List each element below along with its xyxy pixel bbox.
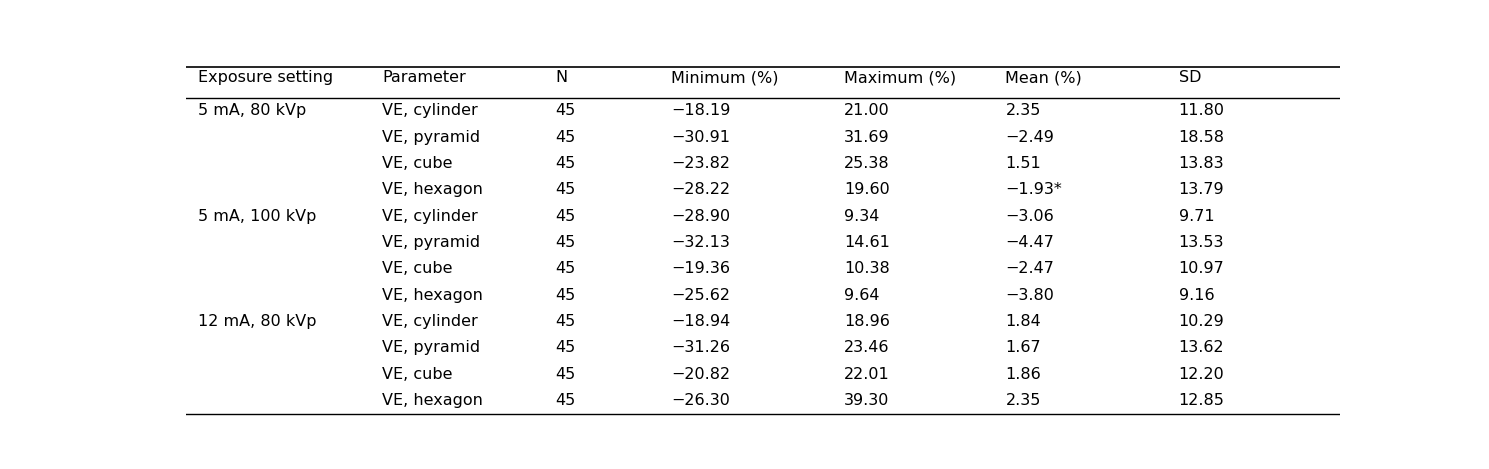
Text: −20.82: −20.82 — [670, 367, 730, 382]
Text: Mean (%): Mean (%) — [1005, 70, 1083, 85]
Text: 31.69: 31.69 — [844, 130, 889, 145]
Text: 12.85: 12.85 — [1179, 393, 1224, 408]
Text: 45: 45 — [555, 235, 576, 250]
Text: 12 mA, 80 kVp: 12 mA, 80 kVp — [198, 314, 316, 329]
Text: 2.35: 2.35 — [1005, 393, 1041, 408]
Text: 13.79: 13.79 — [1179, 182, 1224, 197]
Text: 45: 45 — [555, 156, 576, 171]
Text: VE, pyramid: VE, pyramid — [383, 340, 481, 356]
Text: −1.93*: −1.93* — [1005, 182, 1062, 197]
Text: −25.62: −25.62 — [670, 288, 730, 303]
Text: 45: 45 — [555, 262, 576, 276]
Text: 12.20: 12.20 — [1179, 367, 1224, 382]
Text: −31.26: −31.26 — [670, 340, 730, 356]
Text: Exposure setting: Exposure setting — [198, 70, 332, 85]
Text: 45: 45 — [555, 209, 576, 224]
Text: −4.47: −4.47 — [1005, 235, 1054, 250]
Text: 9.34: 9.34 — [844, 209, 880, 224]
Text: 1.51: 1.51 — [1005, 156, 1041, 171]
Text: Minimum (%): Minimum (%) — [670, 70, 779, 85]
Text: 10.29: 10.29 — [1179, 314, 1224, 329]
Text: 13.62: 13.62 — [1179, 340, 1224, 356]
Text: 22.01: 22.01 — [844, 367, 889, 382]
Text: −32.13: −32.13 — [670, 235, 730, 250]
Text: 1.67: 1.67 — [1005, 340, 1041, 356]
Text: 45: 45 — [555, 182, 576, 197]
Text: 45: 45 — [555, 393, 576, 408]
Text: VE, cube: VE, cube — [383, 367, 453, 382]
Text: 13.53: 13.53 — [1179, 235, 1224, 250]
Text: 45: 45 — [555, 104, 576, 119]
Text: Parameter: Parameter — [383, 70, 466, 85]
Text: Maximum (%): Maximum (%) — [844, 70, 956, 85]
Text: 1.86: 1.86 — [1005, 367, 1041, 382]
Text: VE, cylinder: VE, cylinder — [383, 314, 478, 329]
Text: 45: 45 — [555, 314, 576, 329]
Text: 19.60: 19.60 — [844, 182, 889, 197]
Text: 21.00: 21.00 — [844, 104, 889, 119]
Text: −26.30: −26.30 — [670, 393, 730, 408]
Text: 5 mA, 80 kVp: 5 mA, 80 kVp — [198, 104, 305, 119]
Text: VE, pyramid: VE, pyramid — [383, 235, 481, 250]
Text: 11.80: 11.80 — [1179, 104, 1224, 119]
Text: VE, hexagon: VE, hexagon — [383, 393, 482, 408]
Text: 2.35: 2.35 — [1005, 104, 1041, 119]
Text: 45: 45 — [555, 288, 576, 303]
Text: VE, cube: VE, cube — [383, 262, 453, 276]
Text: 45: 45 — [555, 130, 576, 145]
Text: −3.06: −3.06 — [1005, 209, 1054, 224]
Text: VE, hexagon: VE, hexagon — [383, 288, 482, 303]
Text: 9.71: 9.71 — [1179, 209, 1214, 224]
Text: −30.91: −30.91 — [670, 130, 730, 145]
Text: −3.80: −3.80 — [1005, 288, 1054, 303]
Text: 25.38: 25.38 — [844, 156, 889, 171]
Text: −2.47: −2.47 — [1005, 262, 1054, 276]
Text: 45: 45 — [555, 340, 576, 356]
Text: 23.46: 23.46 — [844, 340, 889, 356]
Text: VE, cylinder: VE, cylinder — [383, 104, 478, 119]
Text: −23.82: −23.82 — [670, 156, 730, 171]
Text: VE, cylinder: VE, cylinder — [383, 209, 478, 224]
Text: −18.19: −18.19 — [670, 104, 730, 119]
Text: −28.90: −28.90 — [670, 209, 730, 224]
Text: 9.64: 9.64 — [844, 288, 880, 303]
Text: −18.94: −18.94 — [670, 314, 730, 329]
Text: 5 mA, 100 kVp: 5 mA, 100 kVp — [198, 209, 316, 224]
Text: 45: 45 — [555, 367, 576, 382]
Text: −2.49: −2.49 — [1005, 130, 1054, 145]
Text: 13.83: 13.83 — [1179, 156, 1224, 171]
Text: 1.84: 1.84 — [1005, 314, 1041, 329]
Text: VE, hexagon: VE, hexagon — [383, 182, 482, 197]
Text: VE, cube: VE, cube — [383, 156, 453, 171]
Text: 9.16: 9.16 — [1179, 288, 1214, 303]
Text: −19.36: −19.36 — [670, 262, 730, 276]
Text: 14.61: 14.61 — [844, 235, 890, 250]
Text: VE, pyramid: VE, pyramid — [383, 130, 481, 145]
Text: 10.97: 10.97 — [1179, 262, 1224, 276]
Text: −28.22: −28.22 — [670, 182, 730, 197]
Text: 10.38: 10.38 — [844, 262, 889, 276]
Text: N: N — [555, 70, 567, 85]
Text: 18.96: 18.96 — [844, 314, 890, 329]
Text: 18.58: 18.58 — [1179, 130, 1224, 145]
Text: SD: SD — [1179, 70, 1202, 85]
Text: 39.30: 39.30 — [844, 393, 889, 408]
